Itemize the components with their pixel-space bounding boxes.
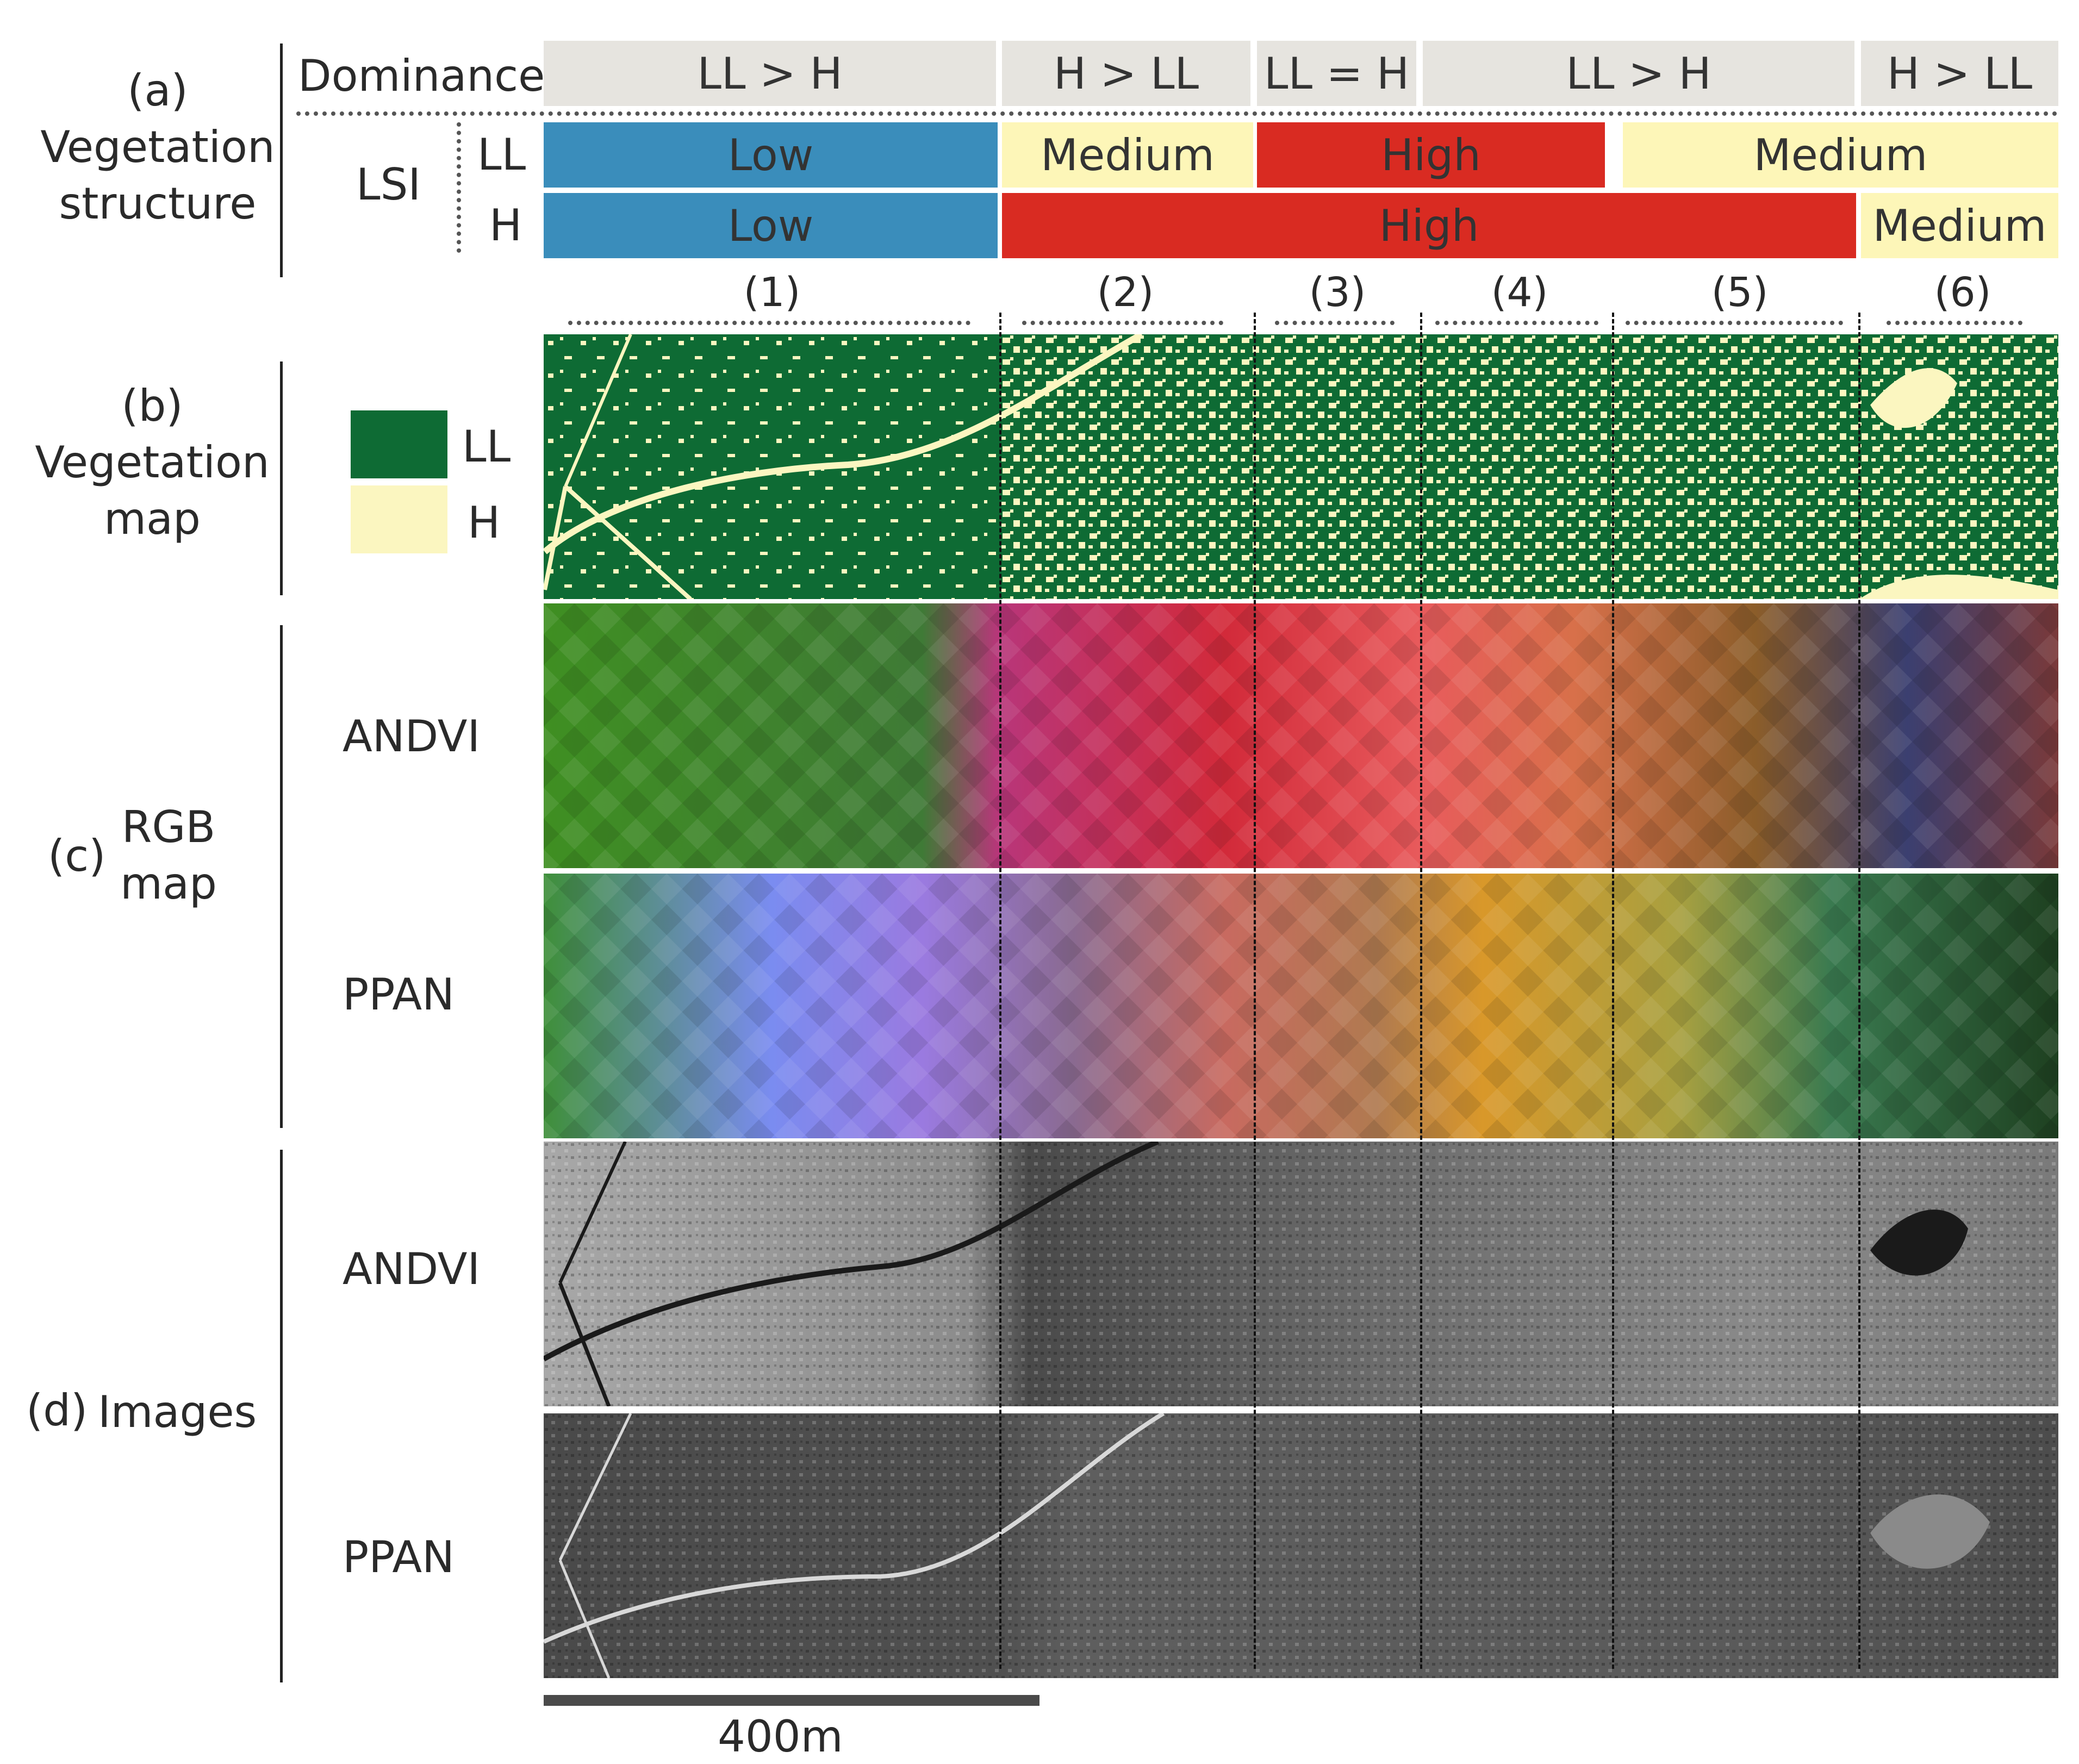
image-andvi-svg [544,1142,2058,1406]
rgb-ppan-svg [544,874,2058,1138]
lsi-ll-cell-high: High [1257,122,1605,188]
section-c-line2: map [120,858,217,909]
segment-underline-3 [1275,321,1395,325]
vegetation-map-svg [544,334,2058,599]
lsi-ll-label: LL [477,129,526,180]
dominance-cell-1: LL > H [544,41,996,106]
h-swatch-icon [351,485,447,553]
lsi-h-cell-low: Low [544,193,998,258]
dominance-separator [296,111,2058,116]
segment-label-5: (5) [1711,269,1769,316]
lsi-label: LSI [356,159,421,210]
segment-label-4: (4) [1491,269,1548,316]
segment-label-2: (2) [1097,269,1154,316]
dominance-label: Dominance [298,51,545,101]
section-a-bracket [280,43,283,277]
lsi-h-cell-medium: Medium [1861,193,2058,258]
ll-swatch-icon [351,410,447,478]
section-c-line1: RGB [121,802,216,852]
rgb-andvi-panel [544,603,2058,868]
image-ppan-svg [544,1413,2058,1678]
section-a-letter: (a) [127,65,188,116]
segment-divider-2-3 [1254,313,1256,1669]
section-b-bracket [280,361,283,595]
legend-h-label: H [468,497,501,548]
segment-underline-1 [568,321,970,325]
dominance-cell-3: LL = H [1257,41,1416,106]
segment-divider-5-6 [1858,313,1860,1669]
section-d-label: Images [98,1387,257,1437]
lsi-ll-cell-medium-1: Medium [1002,122,1253,188]
section-b-line1: Vegetation [35,437,270,488]
section-a-line2: structure [59,178,257,229]
section-a-label: (a) Vegetation structure [33,63,283,232]
rgb-andvi-svg [544,603,2058,868]
dominance-cell-2: H > LL [1002,41,1250,106]
lsi-ll-cell-low: Low [544,122,998,188]
lsi-dotted-divider [457,122,461,253]
vegetation-map-panel [544,334,2058,599]
image-andvi-panel [544,1142,2058,1406]
segment-underline-2 [1022,321,1223,325]
image-row-label-andvi: ANDVI [343,1244,481,1294]
section-a-line1: Vegetation [40,122,275,172]
segment-underline-4 [1435,321,1598,325]
segment-divider-4-5 [1612,313,1614,1669]
segment-label-3: (3) [1309,269,1366,316]
image-row-label-ppan: PPAN [343,1532,455,1582]
segment-divider-1-2 [999,313,1001,1669]
rgb-row-label-ppan: PPAN [343,969,455,1020]
segment-label-6: (6) [1934,269,1991,316]
section-c-letter: (c) [48,831,106,881]
rgb-ppan-panel [544,874,2058,1138]
image-ppan-panel [544,1413,2058,1678]
section-b-line2: map [104,494,201,544]
segment-label-1: (1) [743,269,801,316]
section-c-bracket [280,625,283,1128]
section-b-letter: (b) [121,381,183,431]
segment-divider-3-4 [1420,313,1422,1669]
lsi-ll-cell-medium-2: Medium [1623,122,2058,188]
section-b-label: (b) Vegetation map [33,378,272,547]
segment-underline-6 [1887,321,2022,325]
lsi-h-label: H [489,200,522,251]
lsi-h-cell-high: High [1002,193,1856,258]
segment-underline-5 [1626,321,1843,325]
section-c-label: RGB map [109,799,228,912]
legend-ll-label: LL [462,421,511,472]
dominance-cell-5: H > LL [1861,41,2058,106]
section-d-letter: (d) [26,1385,88,1436]
scale-bar [544,1695,1040,1706]
section-d-bracket [280,1150,283,1682]
scale-bar-label: 400m [718,1711,843,1762]
rgb-row-label-andvi: ANDVI [343,711,481,762]
dominance-cell-4: LL > H [1423,41,1854,106]
